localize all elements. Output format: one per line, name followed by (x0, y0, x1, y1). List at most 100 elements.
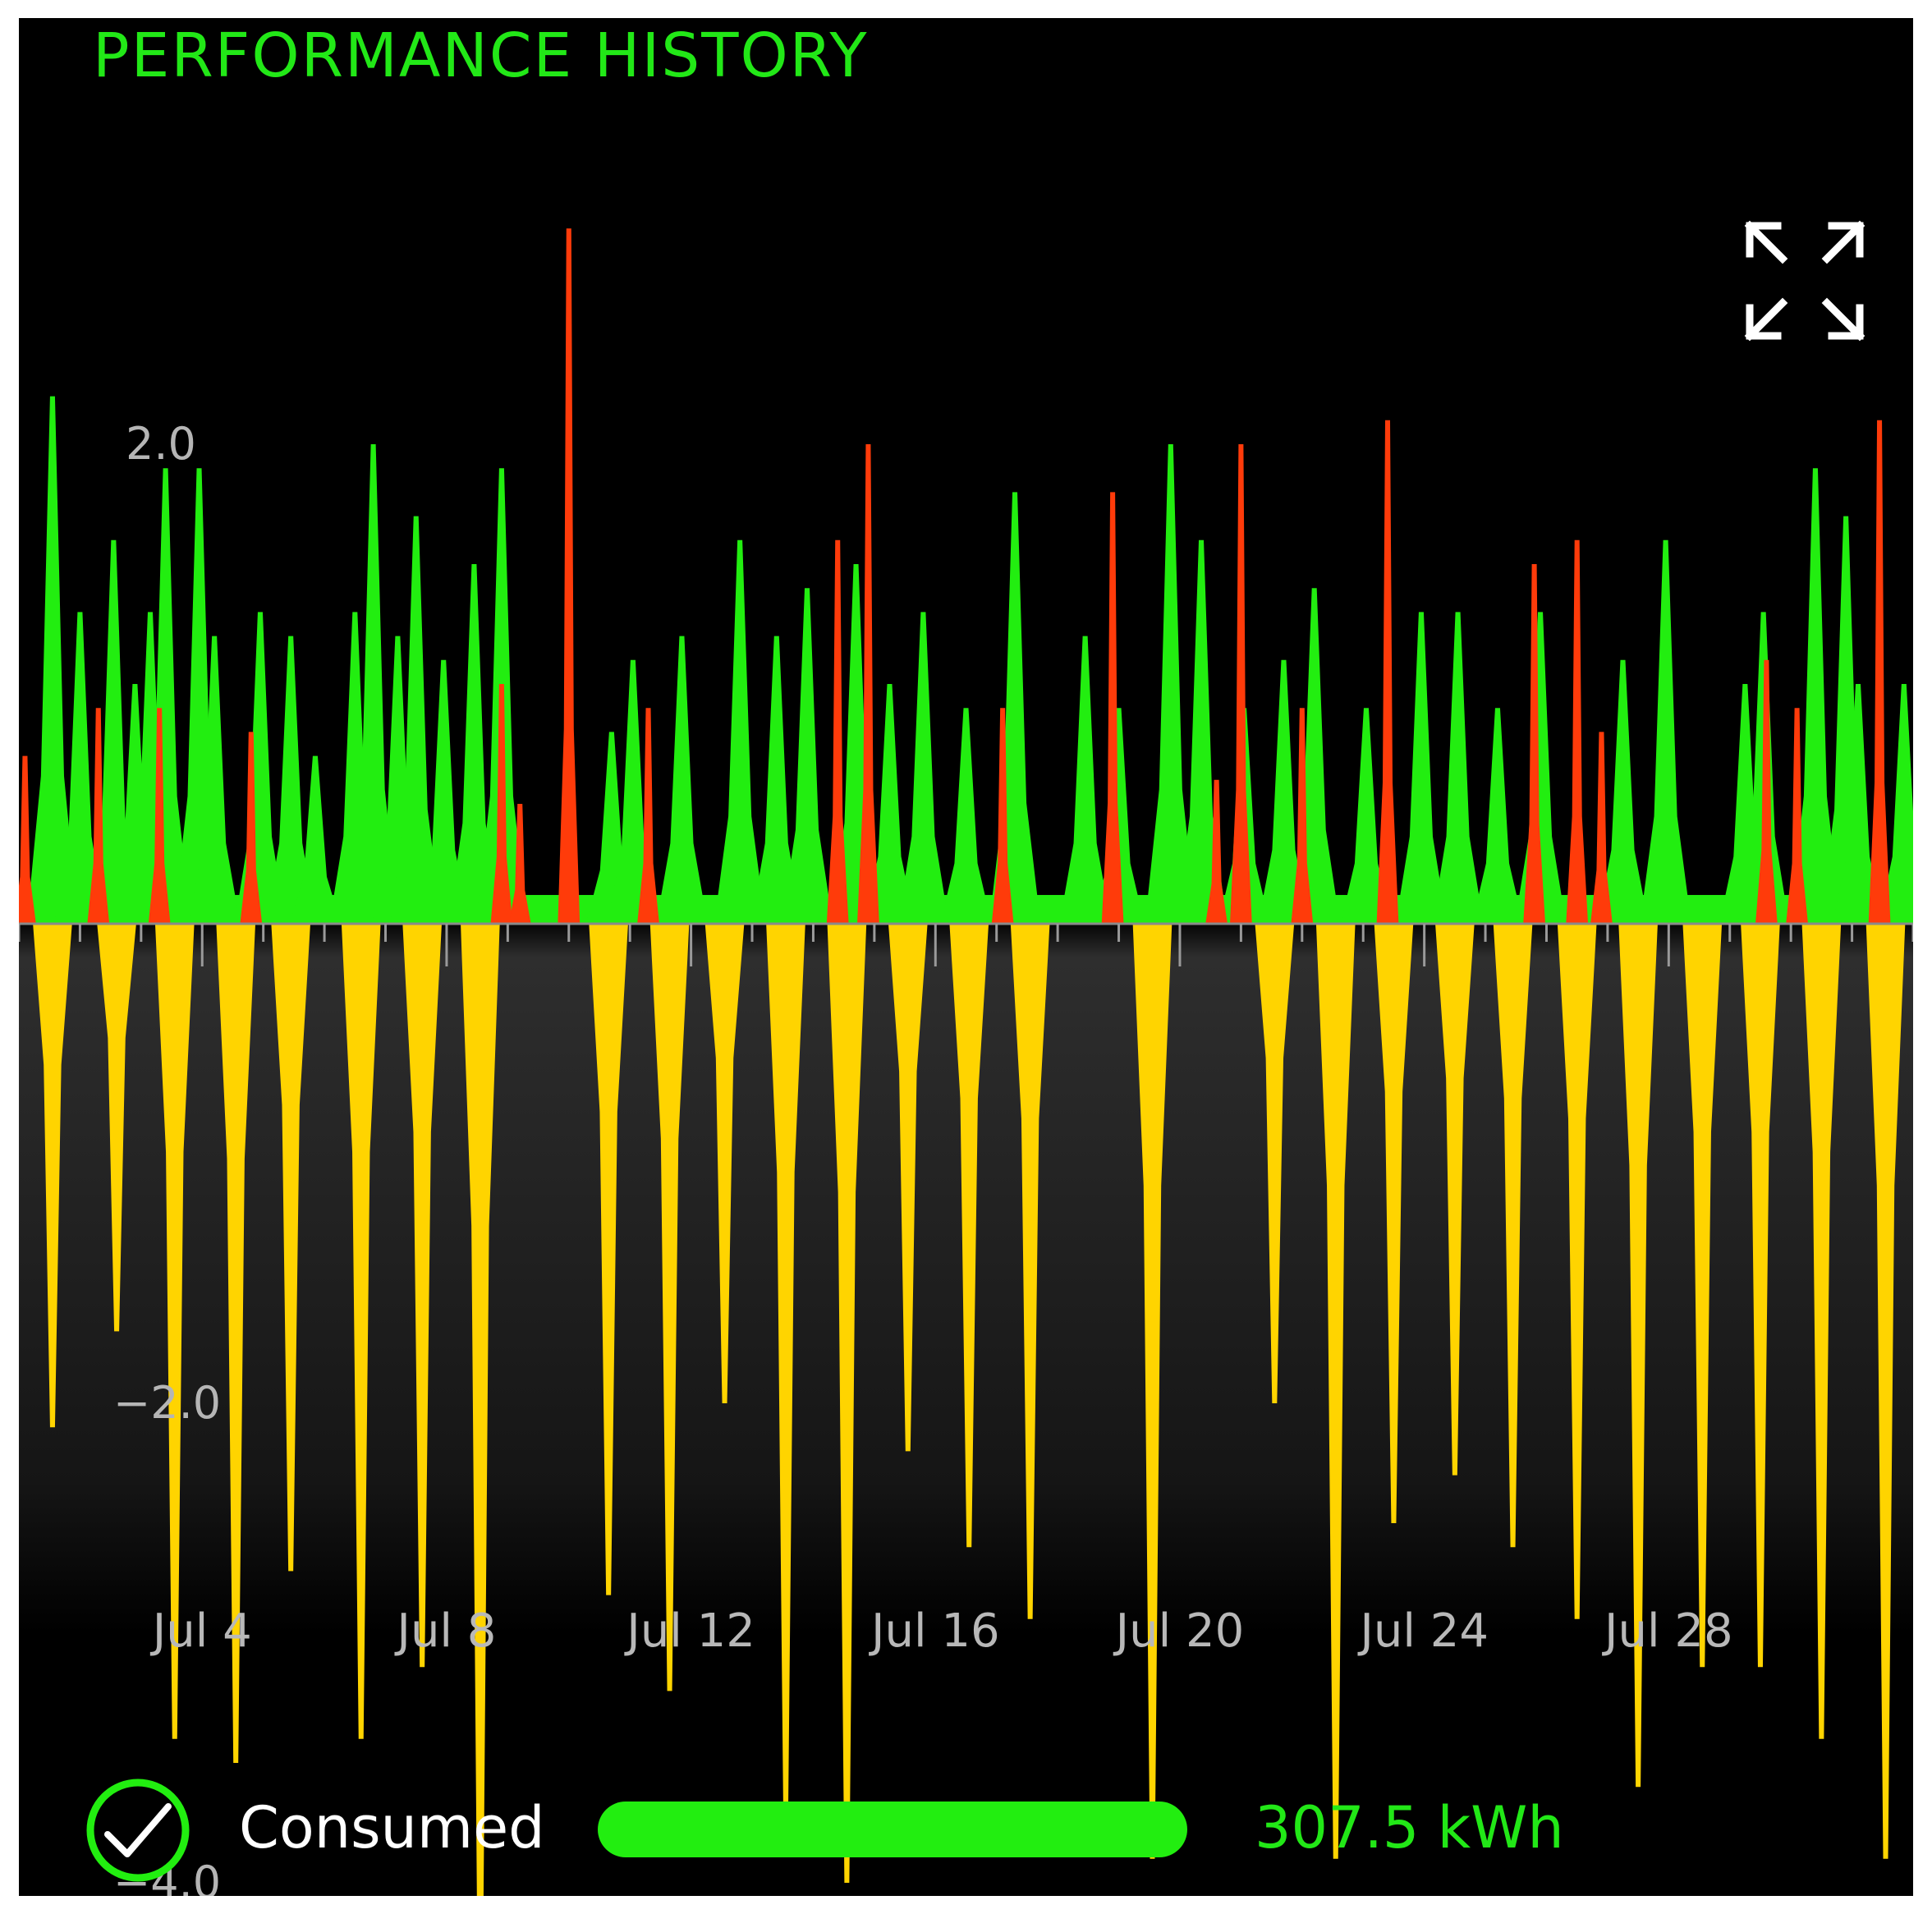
grid-import-area (19, 228, 1891, 924)
self-powered-spike-9 (264, 636, 317, 924)
solar-export-spike-27 (1865, 924, 1906, 1859)
x-tick-label: Jul 4 (150, 1604, 252, 1658)
solar-export-spike-9 (649, 924, 690, 1691)
self-powered-spike-34 (1258, 659, 1310, 924)
y-tick-label: 2.0 (126, 418, 196, 470)
grid-import-spike-16 (1523, 564, 1545, 924)
grid-import-spike-4 (490, 684, 513, 924)
self-powered-spike-0 (26, 396, 79, 925)
checkmark-circle-icon[interactable] (85, 1777, 191, 1884)
consumed-bar (598, 1802, 1187, 1857)
grid-import-spike-2 (148, 708, 171, 924)
solar-export-spike-14 (949, 924, 989, 1548)
grid-import-spike-13 (1229, 444, 1252, 924)
grid-import-spike-15 (1376, 420, 1399, 924)
solar-export-spike-19 (1374, 924, 1414, 1523)
self-powered-spike-26 (897, 612, 949, 924)
x-axis-ticks (19, 924, 1913, 966)
expand-arrows-icon[interactable] (1743, 219, 1866, 342)
consumed-value: 307.5 kWh (1255, 1794, 1564, 1861)
solar-export-spike-2 (154, 924, 195, 1739)
self-powered-spike-29 (1059, 636, 1111, 924)
grid-import-spike-21 (1868, 420, 1891, 924)
grid-import-spike-19 (1755, 659, 1778, 924)
solar-export-spike-16 (1132, 924, 1173, 1859)
solar-export-spike-12 (827, 924, 867, 1883)
solar-export-spike-4 (271, 924, 310, 1572)
x-tick-label: Jul 28 (1602, 1604, 1733, 1658)
grid-import-spike-3 (240, 732, 263, 924)
self-powered-spike-15 (417, 659, 470, 924)
panel-title: PERFORMANCE HISTORY (93, 21, 869, 91)
grid-import-spike-11 (1101, 492, 1124, 924)
self-powered-spike-22 (750, 636, 803, 924)
x-tick-label: Jul 20 (1113, 1604, 1245, 1658)
y-tick-label: −2.0 (113, 1377, 221, 1429)
grid-import-spike-18 (1590, 732, 1613, 924)
self-powered-spike-28 (989, 492, 1041, 924)
self-powered-area (19, 396, 1913, 925)
grid-import-spike-12 (1205, 779, 1228, 924)
solar-export-spike-5 (341, 924, 381, 1739)
solar-export-spike-22 (1557, 924, 1597, 1619)
self-powered-spike-10 (289, 755, 342, 924)
solar-export-spike-7 (461, 924, 500, 1896)
self-powered-spike-21 (714, 539, 766, 924)
grid-import-spike-8 (826, 539, 849, 924)
self-powered-spike-37 (1395, 612, 1448, 924)
self-powered-spike-47 (1832, 684, 1884, 924)
solar-export-spike-0 (33, 924, 72, 1428)
solar-export-spike-8 (589, 924, 628, 1595)
self-powered-spike-12 (347, 444, 399, 924)
grid-import-spike-5 (508, 804, 531, 924)
x-tick-label: Jul 16 (869, 1604, 1000, 1658)
self-powered-spike-25 (864, 684, 916, 924)
solar-export-spike-24 (1682, 924, 1723, 1668)
solar-export-spike-10 (704, 924, 745, 1403)
grid-import-spike-17 (1566, 539, 1589, 924)
performance-history-panel: PERFORMANCE HISTORY 4.0kW2.0−2.0−4.0 Jul… (19, 18, 1913, 1896)
solar-export-spike-3 (216, 924, 256, 1763)
solar-export-spike-15 (1010, 924, 1050, 1619)
self-powered-spike-5 (140, 468, 191, 924)
self-powered-spike-38 (1432, 612, 1484, 924)
solar-export-spike-1 (97, 924, 136, 1332)
x-tick-label: Jul 24 (1357, 1604, 1489, 1658)
grid-import-spike-0 (19, 755, 36, 924)
self-powered-spike-31 (1145, 444, 1197, 924)
solar-export-spike-20 (1435, 924, 1475, 1476)
solar-export-spike-25 (1741, 924, 1780, 1668)
solar-export-area (33, 924, 1906, 1896)
self-powered-spike-7 (188, 636, 241, 924)
self-powered-spike-48 (1878, 684, 1913, 924)
solar-export-spike-18 (1315, 924, 1356, 1859)
x-tick-label: Jul 8 (394, 1604, 496, 1658)
self-powered-spike-39 (1471, 708, 1524, 924)
self-powered-spike-1 (54, 612, 106, 924)
grid-import-spike-1 (87, 708, 110, 924)
grid-import-spike-6 (558, 228, 581, 924)
x-axis-labels: Jul 4 Jul 8 Jul 12 Jul 16 Jul 20 Jul 24 Jul 28 (150, 1604, 1733, 1658)
solar-export-spike-6 (402, 924, 442, 1668)
self-powered-spike-42 (1640, 539, 1691, 924)
grid-import-spike-9 (857, 444, 879, 924)
grid-import-spike-20 (1786, 708, 1808, 924)
self-powered-spike-40 (1514, 612, 1567, 924)
self-powered-spike-14 (390, 516, 442, 924)
solar-export-spike-23 (1618, 924, 1658, 1788)
self-powered-spike-23 (781, 588, 833, 924)
solar-export-spike-26 (1801, 924, 1842, 1739)
grid-import-spike-14 (1291, 708, 1314, 924)
solar-export-spike-21 (1493, 924, 1533, 1548)
self-powered-spike-41 (1597, 659, 1649, 924)
self-powered-spike-45 (1789, 468, 1842, 924)
x-tick-label: Jul 12 (624, 1604, 755, 1658)
grid-import-spike-7 (637, 708, 659, 924)
solar-export-spike-13 (888, 924, 928, 1452)
consumed-label: Consumed (239, 1794, 545, 1861)
self-powered-spike-20 (656, 636, 708, 924)
solar-export-spike-11 (766, 924, 805, 1811)
self-powered-spike-27 (940, 708, 992, 924)
solar-export-spike-17 (1255, 924, 1295, 1403)
